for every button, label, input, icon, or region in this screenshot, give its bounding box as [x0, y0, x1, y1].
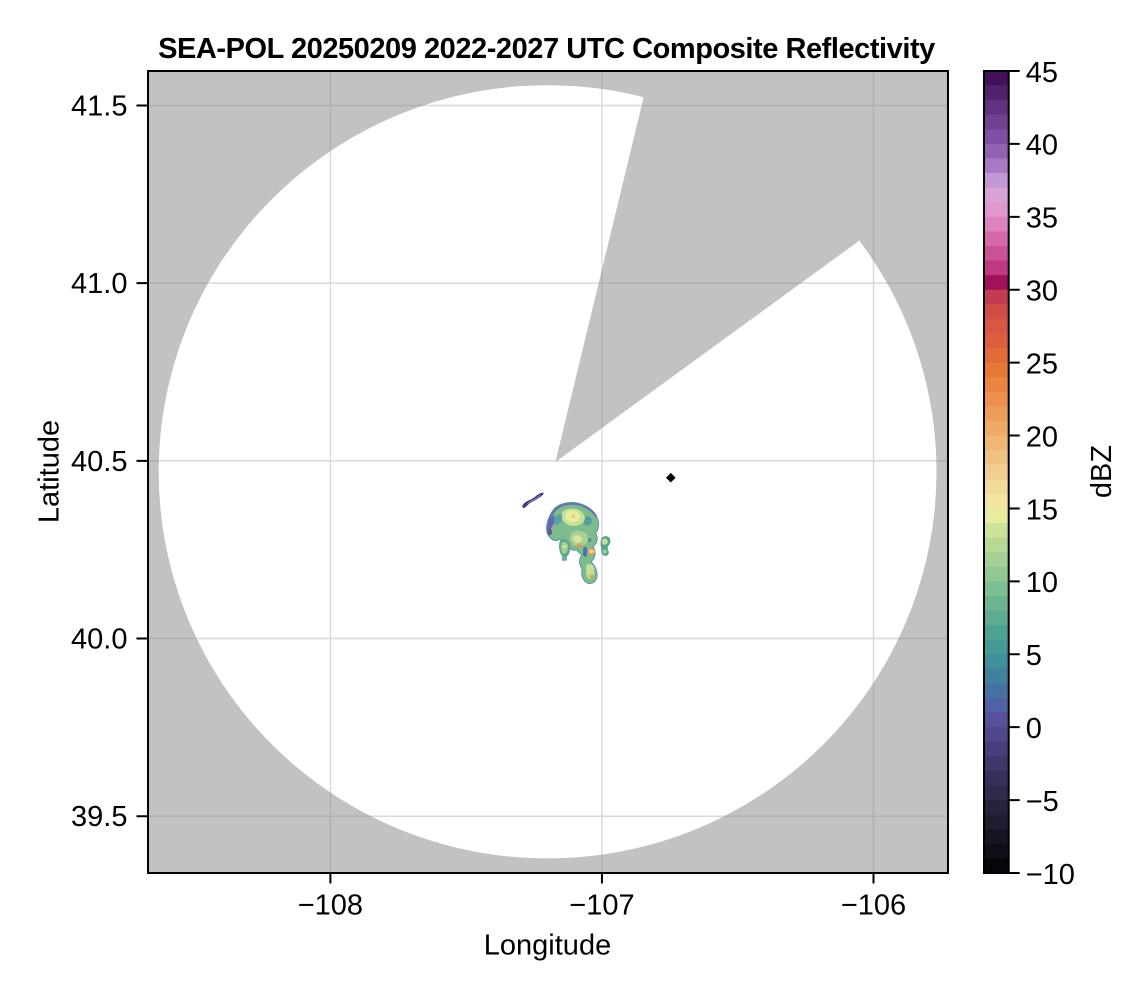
- svg-text:−107: −107: [569, 890, 634, 922]
- svg-text:−106: −106: [841, 890, 906, 922]
- svg-text:15: 15: [1026, 494, 1058, 526]
- svg-text:25: 25: [1026, 348, 1058, 380]
- svg-text:30: 30: [1026, 276, 1058, 308]
- svg-text:−108: −108: [298, 890, 363, 922]
- svg-text:40.5: 40.5: [71, 446, 127, 478]
- svg-text:45: 45: [1026, 57, 1058, 89]
- svg-text:35: 35: [1026, 203, 1058, 235]
- svg-text:dBZ: dBZ: [1086, 445, 1118, 498]
- svg-text:5: 5: [1026, 640, 1042, 672]
- svg-text:Latitude: Latitude: [34, 420, 66, 523]
- svg-text:0: 0: [1026, 713, 1042, 745]
- svg-text:−10: −10: [1026, 859, 1075, 891]
- svg-text:41.5: 41.5: [71, 91, 127, 123]
- svg-text:Longitude: Longitude: [484, 930, 611, 962]
- svg-text:39.5: 39.5: [71, 801, 127, 833]
- svg-text:40: 40: [1026, 130, 1058, 162]
- svg-text:−5: −5: [1026, 786, 1059, 818]
- svg-text:41.0: 41.0: [71, 268, 127, 300]
- svg-text:10: 10: [1026, 567, 1058, 599]
- svg-text:20: 20: [1026, 421, 1058, 453]
- svg-text:40.0: 40.0: [71, 624, 127, 656]
- svg-text:SEA-POL 20250209 2022-2027 UTC: SEA-POL 20250209 2022-2027 UTC Composite…: [158, 33, 935, 65]
